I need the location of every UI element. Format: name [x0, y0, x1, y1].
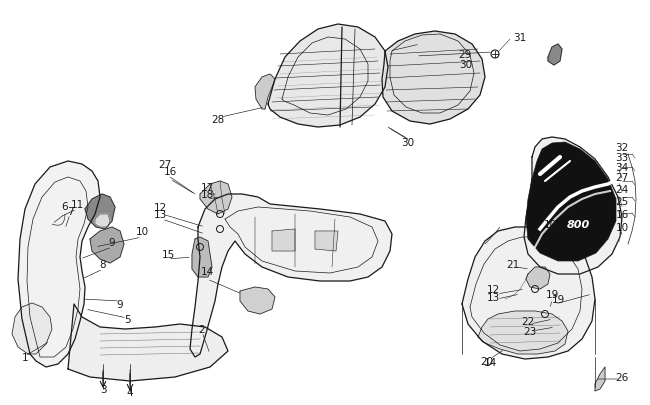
Text: 22: 22 — [521, 316, 534, 326]
Text: 8: 8 — [99, 259, 107, 269]
Polygon shape — [18, 162, 100, 367]
Text: 25: 25 — [616, 196, 629, 207]
Polygon shape — [595, 367, 605, 391]
Polygon shape — [85, 194, 115, 230]
Text: 18: 18 — [200, 190, 214, 200]
Text: 19: 19 — [551, 294, 565, 304]
Polygon shape — [255, 75, 275, 110]
Text: 10: 10 — [616, 222, 629, 232]
Text: 12: 12 — [486, 284, 500, 294]
Polygon shape — [462, 228, 595, 359]
Text: 23: 23 — [523, 326, 537, 336]
Text: 6: 6 — [62, 202, 68, 211]
Text: 19: 19 — [545, 289, 558, 299]
Text: 10: 10 — [543, 220, 556, 230]
Text: 3: 3 — [99, 384, 107, 394]
Text: 29: 29 — [458, 50, 472, 60]
Text: 5: 5 — [124, 314, 130, 324]
Polygon shape — [90, 228, 124, 263]
Polygon shape — [68, 304, 228, 381]
Text: 4: 4 — [127, 387, 133, 397]
Text: 34: 34 — [616, 162, 629, 173]
Text: 14: 14 — [200, 266, 214, 276]
Polygon shape — [268, 25, 388, 128]
Text: 32: 32 — [616, 143, 629, 153]
Polygon shape — [315, 231, 338, 252]
Text: 14: 14 — [484, 357, 497, 367]
Text: 30: 30 — [460, 60, 473, 70]
Text: 12: 12 — [153, 202, 166, 213]
Polygon shape — [272, 230, 295, 252]
Circle shape — [491, 51, 499, 59]
Polygon shape — [200, 181, 232, 215]
Text: 20: 20 — [480, 356, 493, 366]
Text: 13: 13 — [486, 292, 500, 302]
Text: 26: 26 — [616, 372, 629, 382]
Text: 11: 11 — [70, 200, 84, 209]
Text: 1: 1 — [21, 352, 29, 362]
Text: 13: 13 — [153, 209, 166, 220]
Text: 16: 16 — [163, 166, 177, 177]
Polygon shape — [240, 287, 275, 314]
Polygon shape — [526, 267, 550, 289]
Text: 9: 9 — [117, 299, 124, 309]
Polygon shape — [478, 311, 568, 354]
Text: 21: 21 — [506, 259, 519, 269]
Text: 24: 24 — [616, 185, 629, 194]
Text: 9: 9 — [109, 237, 115, 247]
Text: 16: 16 — [616, 209, 629, 220]
Polygon shape — [190, 194, 392, 357]
Text: 31: 31 — [514, 33, 526, 43]
Polygon shape — [12, 303, 52, 354]
Text: 27: 27 — [616, 173, 629, 183]
Text: 2: 2 — [199, 324, 205, 334]
Text: 33: 33 — [616, 153, 629, 162]
Text: 7: 7 — [67, 207, 73, 216]
Text: 15: 15 — [161, 249, 175, 259]
Text: 17: 17 — [200, 183, 214, 192]
Text: 30: 30 — [402, 138, 415, 148]
Polygon shape — [524, 138, 622, 274]
Polygon shape — [548, 45, 562, 66]
Text: 10: 10 — [135, 226, 149, 237]
Text: 27: 27 — [159, 160, 172, 170]
Polygon shape — [95, 215, 110, 228]
Polygon shape — [526, 143, 616, 261]
Polygon shape — [192, 237, 212, 277]
Text: 800: 800 — [566, 220, 590, 230]
Polygon shape — [382, 32, 485, 125]
Text: 28: 28 — [211, 115, 225, 125]
